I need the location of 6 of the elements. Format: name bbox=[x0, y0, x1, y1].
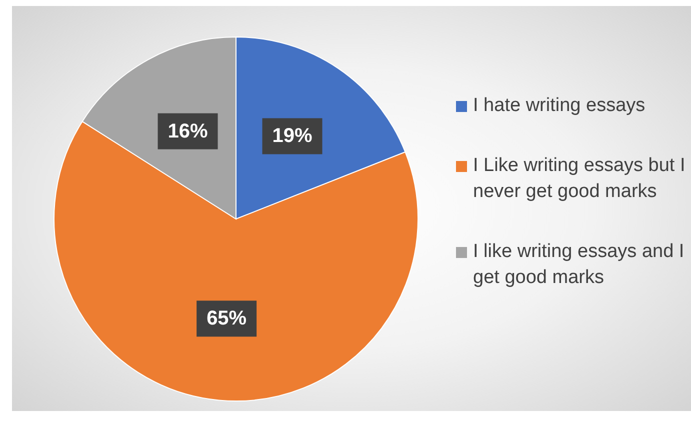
data-label: 65% bbox=[206, 308, 247, 330]
legend-label: I like writing essays and I get good marks bbox=[473, 240, 686, 290]
legend-label: I hate writing essays bbox=[473, 94, 646, 118]
data-label: 19% bbox=[272, 125, 312, 148]
slice-label: I Like writing essays but I never get good marks bbox=[473, 154, 686, 204]
data-label: 16% bbox=[168, 120, 208, 142]
